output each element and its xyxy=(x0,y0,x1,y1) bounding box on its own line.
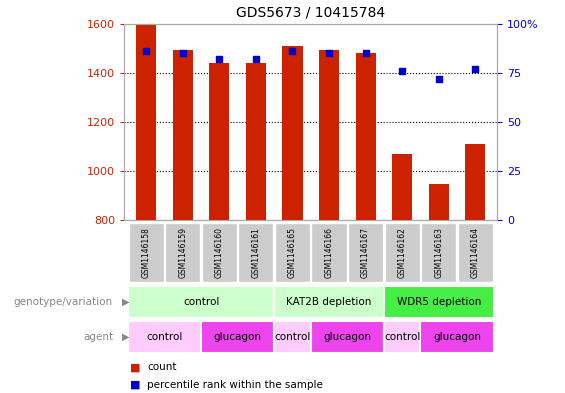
Text: control: control xyxy=(183,297,219,307)
Text: GSM1146162: GSM1146162 xyxy=(398,227,407,278)
FancyBboxPatch shape xyxy=(128,321,201,353)
Text: GSM1146160: GSM1146160 xyxy=(215,227,224,278)
FancyBboxPatch shape xyxy=(348,223,383,282)
Text: KAT2B depletion: KAT2B depletion xyxy=(286,297,372,307)
Text: control: control xyxy=(274,332,311,342)
Point xyxy=(251,56,260,62)
FancyBboxPatch shape xyxy=(275,223,310,282)
Text: count: count xyxy=(147,362,176,373)
Text: percentile rank within the sample: percentile rank within the sample xyxy=(147,380,323,390)
Bar xyxy=(173,50,193,220)
Point xyxy=(142,48,151,54)
Text: GSM1146166: GSM1146166 xyxy=(324,227,333,278)
Text: GSM1146165: GSM1146165 xyxy=(288,227,297,278)
Point xyxy=(434,75,443,82)
Bar xyxy=(355,53,376,220)
Text: ■: ■ xyxy=(130,380,141,390)
FancyBboxPatch shape xyxy=(165,223,201,282)
Text: genotype/variation: genotype/variation xyxy=(14,297,113,307)
FancyBboxPatch shape xyxy=(129,223,164,282)
FancyBboxPatch shape xyxy=(458,223,493,282)
Bar xyxy=(392,154,412,220)
Bar xyxy=(209,63,229,220)
Bar xyxy=(282,46,302,220)
Text: ▶: ▶ xyxy=(121,297,129,307)
Point xyxy=(179,50,188,56)
Text: GSM1146158: GSM1146158 xyxy=(142,227,151,278)
FancyBboxPatch shape xyxy=(421,223,457,282)
Text: GSM1146161: GSM1146161 xyxy=(251,227,260,278)
Text: GSM1146167: GSM1146167 xyxy=(361,227,370,278)
Text: glucagon: glucagon xyxy=(433,332,481,342)
FancyBboxPatch shape xyxy=(201,321,274,353)
FancyBboxPatch shape xyxy=(384,286,494,318)
Point xyxy=(324,50,333,56)
Point xyxy=(361,50,370,56)
Text: control: control xyxy=(384,332,420,342)
Bar xyxy=(429,184,449,220)
FancyBboxPatch shape xyxy=(311,223,346,282)
Text: WDR5 depletion: WDR5 depletion xyxy=(397,297,481,307)
Point xyxy=(288,48,297,54)
FancyBboxPatch shape xyxy=(274,286,384,318)
Point xyxy=(471,66,480,72)
FancyBboxPatch shape xyxy=(274,321,311,353)
FancyBboxPatch shape xyxy=(238,223,273,282)
Text: control: control xyxy=(146,332,182,342)
FancyBboxPatch shape xyxy=(420,321,494,353)
Text: glucagon: glucagon xyxy=(214,332,262,342)
FancyBboxPatch shape xyxy=(128,286,274,318)
FancyBboxPatch shape xyxy=(385,223,420,282)
Text: ■: ■ xyxy=(130,362,141,373)
Text: GSM1146163: GSM1146163 xyxy=(434,227,443,278)
Bar xyxy=(246,63,266,220)
FancyBboxPatch shape xyxy=(202,223,237,282)
Title: GDS5673 / 10415784: GDS5673 / 10415784 xyxy=(236,6,385,20)
FancyBboxPatch shape xyxy=(384,321,420,353)
Point xyxy=(215,56,224,62)
FancyBboxPatch shape xyxy=(311,321,384,353)
Point xyxy=(398,68,407,74)
Text: agent: agent xyxy=(83,332,113,342)
Bar xyxy=(136,24,157,220)
Text: ▶: ▶ xyxy=(121,332,129,342)
Text: GSM1146164: GSM1146164 xyxy=(471,227,480,278)
Bar xyxy=(465,144,485,220)
Text: GSM1146159: GSM1146159 xyxy=(179,227,187,278)
Text: glucagon: glucagon xyxy=(323,332,371,342)
Bar xyxy=(319,50,339,220)
